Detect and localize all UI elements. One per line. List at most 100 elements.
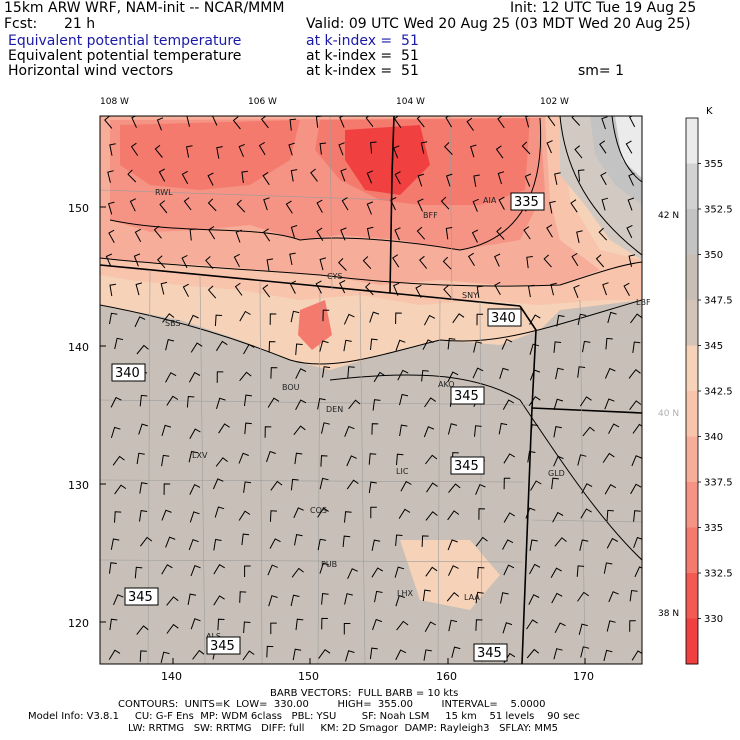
wind-barb [190,342,203,353]
wind-barb [422,339,434,350]
wind-barb [135,282,143,296]
wind-barb [551,592,563,604]
colorbar-swatch [686,573,698,619]
wind-barb [366,226,374,240]
wind-barb [420,141,428,154]
wind-barb [372,618,383,631]
wind-barb [503,453,516,464]
wind-barb [416,226,426,240]
wind-barb [467,252,475,266]
wind-barb [443,142,453,155]
wind-barb [289,252,296,266]
wind-barb [339,280,346,294]
station-pub: PUB [321,560,337,569]
wind-barb [127,169,137,183]
wind-barb [262,171,270,186]
wind-barb [452,313,465,324]
wind-barb [295,399,307,411]
wind-barb [114,484,127,495]
wind-barb [189,484,201,495]
station-aia: AIA [483,196,497,205]
wind-barb [601,197,609,211]
y-tick-140: 140 [68,341,89,354]
wind-barb [267,564,278,576]
wind-barb [264,426,272,438]
colorbar-level-label: 352.5 [704,205,733,216]
wind-barb [372,399,381,411]
wind-barb [554,537,567,547]
wind-barb [390,197,397,211]
wind-barb [109,283,116,297]
wind-barb [165,536,176,548]
wind-barb [447,337,456,350]
wind-barb [238,510,251,521]
wind-barb [578,623,588,635]
wind-barb [109,618,118,631]
wind-barb [270,622,277,635]
wind-barb [110,426,121,439]
wind-barb [447,510,460,521]
wind-barb [629,116,636,128]
wind-barb [267,397,280,408]
colorbar-level-label: 347.5 [704,296,733,307]
wind-barb [343,623,351,635]
wind-barb [630,483,642,495]
wind-barb [129,198,137,212]
wind-barb [498,196,505,210]
colorbar-swatch [686,300,698,346]
wind-barb [216,397,226,410]
wind-barb [317,538,327,551]
wind-barb [553,398,564,410]
station-bff: BFF [423,211,438,220]
wind-barb [599,140,607,154]
wind-barb [496,227,505,240]
wind-barb [322,309,330,322]
wind-barb [319,142,327,155]
wind-barb [321,593,329,605]
wind-barb [369,647,378,660]
wind-barb [156,255,166,269]
wind-barb [189,228,197,241]
wind-barb [371,423,379,435]
wind-barb [239,310,251,322]
wind-barb [369,311,380,323]
wind-barb [628,254,636,268]
wind-barb [395,595,406,607]
wind-barb [270,367,278,379]
wind-barb [448,565,459,576]
wind-barb [448,619,458,632]
wind-barb [181,254,188,269]
smoothing-label: sm= 1 [578,63,625,79]
wind-barb [188,538,199,551]
wind-barb [395,534,403,546]
wind-barb [627,197,635,211]
wind-barb [582,426,595,437]
y-tick-130: 130 [68,479,89,492]
forecast-label: Fcst: [4,16,38,32]
wind-barb [394,566,405,578]
wind-barb [577,169,585,182]
wind-barb [424,621,437,632]
wind-barb [362,256,372,270]
wind-barb [233,253,240,268]
wind-barb [110,538,120,550]
wind-barb [346,479,359,490]
wind-barb [207,198,217,212]
wind-barb [109,312,118,325]
wind-barb [322,366,331,378]
wind-barb [216,146,223,159]
state-border-ne-co-east [519,305,537,409]
lat-label-40n: 40 N [658,409,679,419]
wind-barb [108,649,121,660]
wind-barb [551,477,559,490]
colorbar-level-label: 340 [704,432,723,443]
wind-barb [423,649,432,661]
wind-barb [524,173,532,187]
wind-barb [140,536,153,547]
wind-barb [478,508,486,520]
wind-barb [503,564,515,576]
x-tick-140: 140 [161,670,182,683]
wind-barb [316,199,323,213]
wind-barb [528,594,540,605]
wind-barb [108,229,115,243]
